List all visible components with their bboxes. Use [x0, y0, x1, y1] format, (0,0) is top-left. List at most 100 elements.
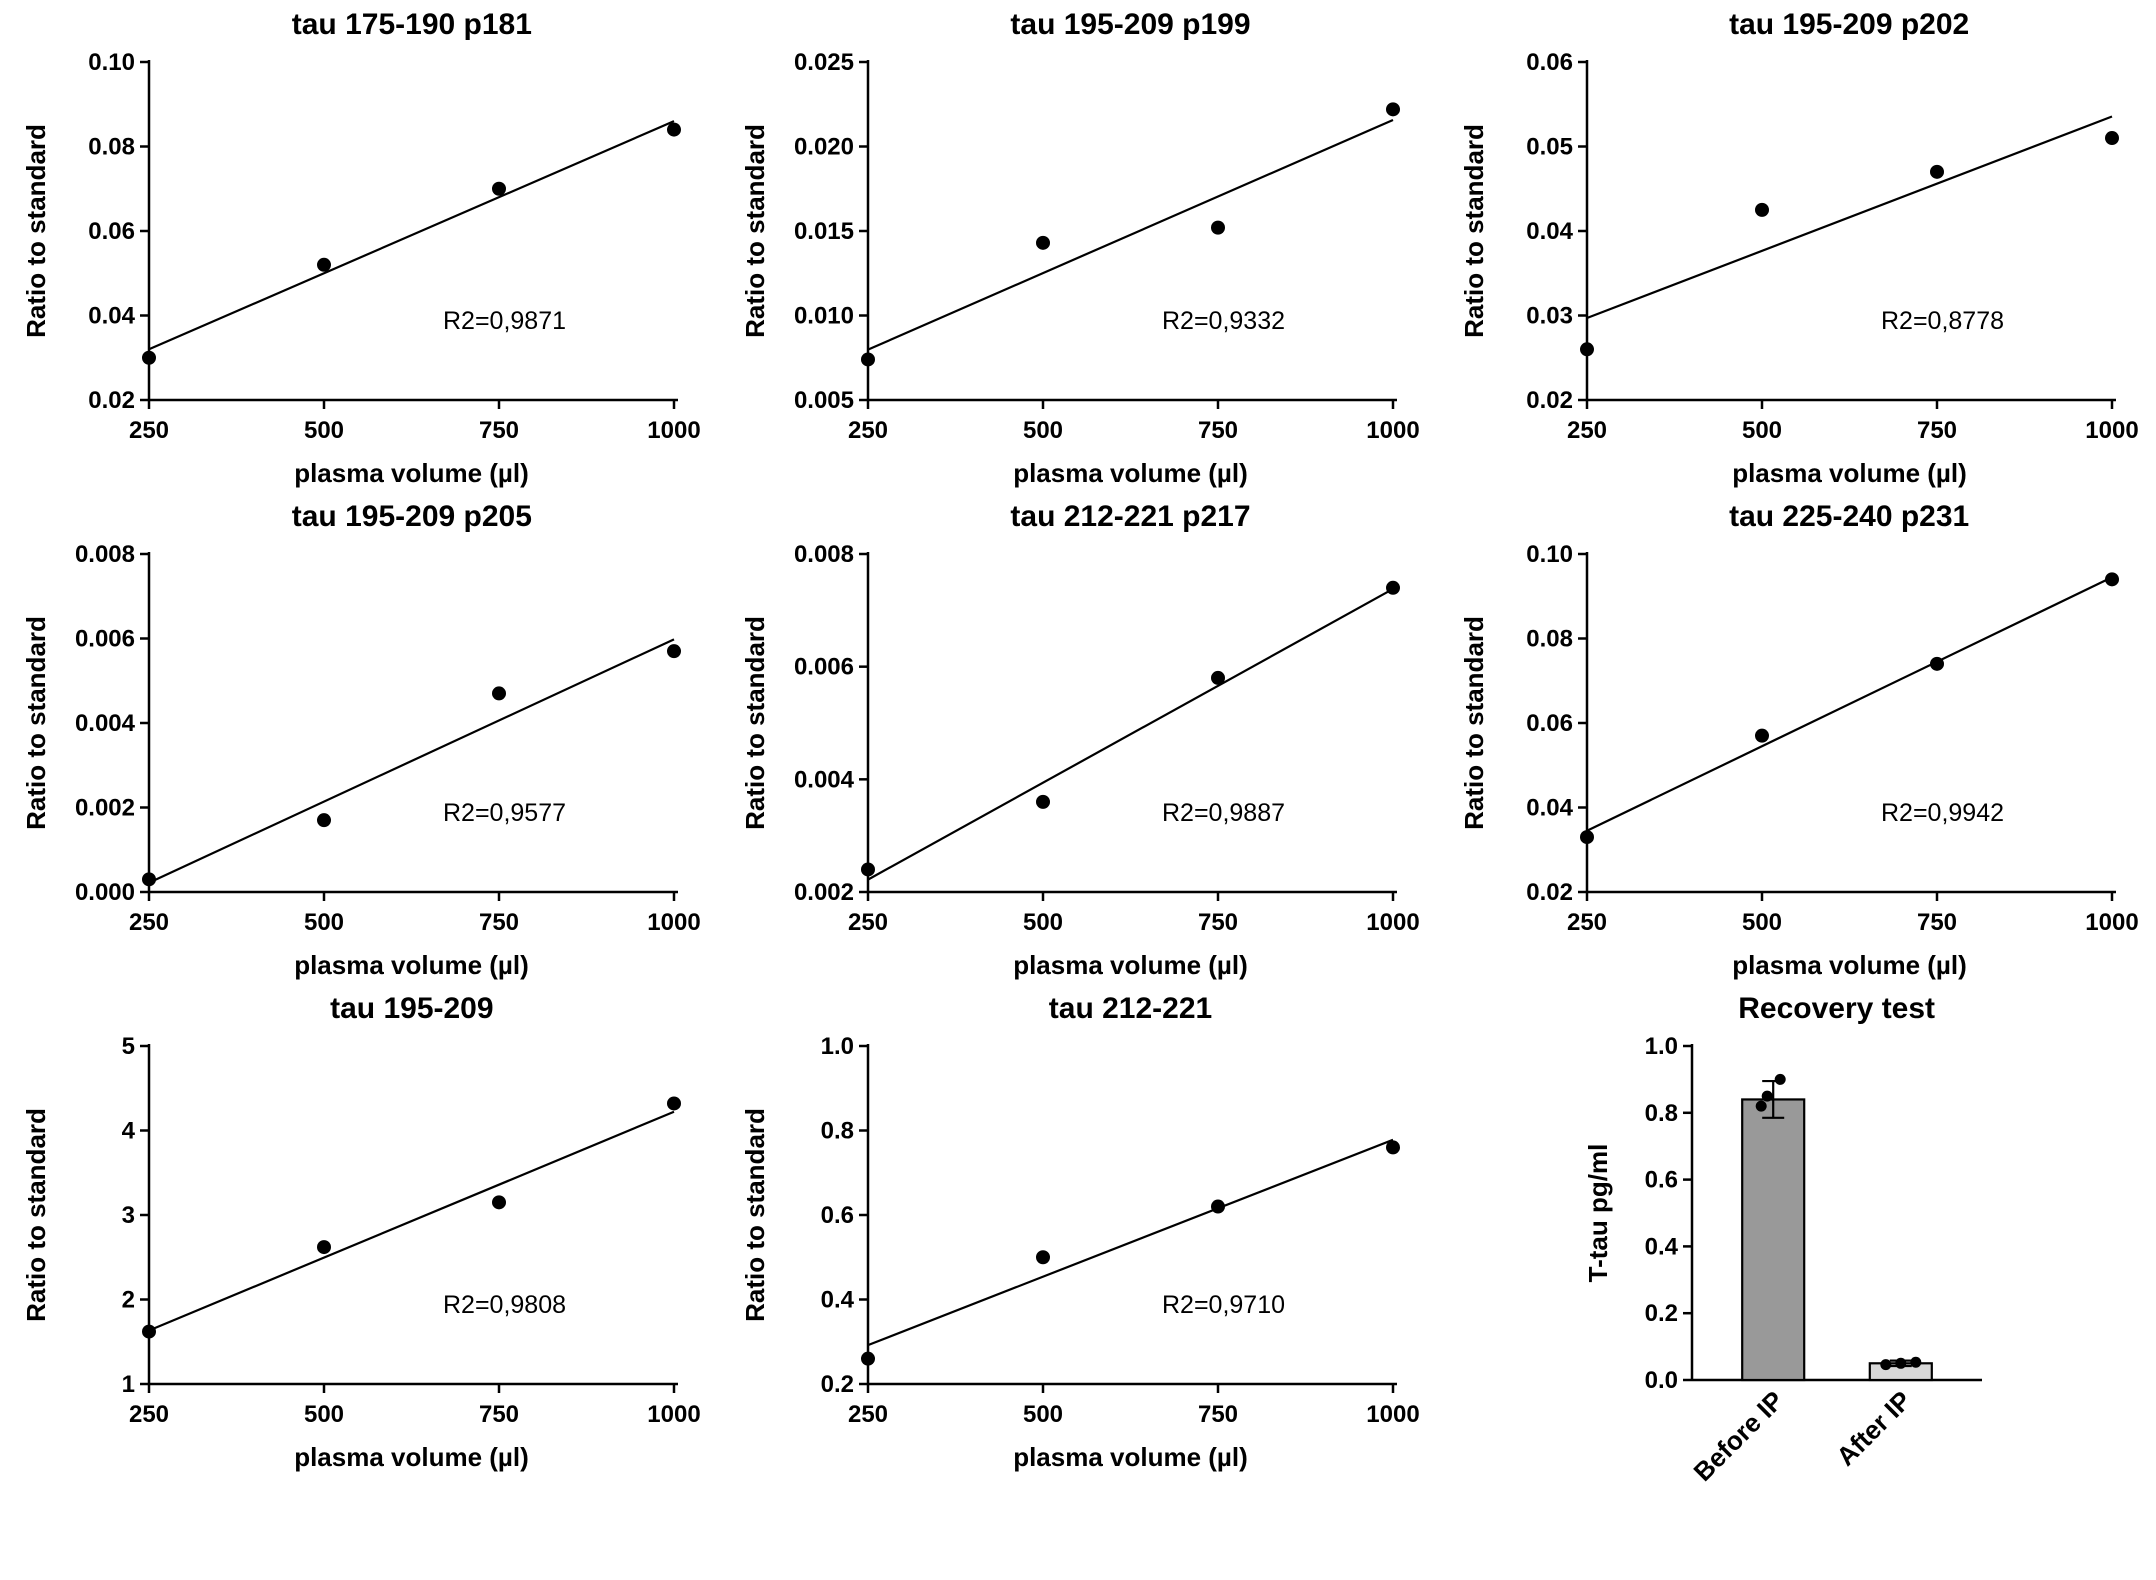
data-point — [492, 686, 507, 701]
x-tick-label: 750 — [479, 1401, 519, 1428]
x-tick-label: 750 — [1198, 909, 1238, 936]
chart-title: tau 195-209 — [330, 992, 494, 1025]
y-tick-label: 0.08 — [89, 134, 136, 161]
x-tick-label: 1000 — [2085, 909, 2138, 936]
x-axis-label: plasma volume (µl) — [1013, 950, 1248, 980]
data-point — [142, 350, 157, 365]
y-tick-label: 4 — [122, 1118, 136, 1145]
x-tick-label: 250 — [129, 1401, 169, 1428]
trend-line — [148, 638, 675, 884]
x-axis-label: plasma volume (µl) — [1732, 458, 1967, 488]
data-point — [1579, 830, 1594, 845]
chart-title: tau 195-209 p199 — [1010, 8, 1251, 41]
y-tick-label: 0.010 — [794, 303, 854, 330]
y-tick-label: 0.004 — [794, 766, 855, 793]
y-axis-label: Ratio to standard — [740, 124, 770, 338]
chart-canvas: 1 2 3 4 5 250 500 750 1000 R2=0,9808 plasma volume… — [21, 1033, 701, 1472]
y-tick-label: 0.015 — [794, 218, 854, 245]
data-point — [317, 257, 332, 272]
bar-point — [1909, 1356, 1921, 1368]
x-tick-label: 500 — [1023, 909, 1063, 936]
data-point — [2104, 131, 2119, 146]
y-axis-label: Ratio to standard — [21, 1108, 51, 1322]
y-axis-label: Ratio to standard — [21, 616, 51, 830]
y-tick-label: 0.04 — [89, 303, 136, 330]
x-tick-label: 750 — [1917, 909, 1957, 936]
data-point — [1929, 656, 1944, 671]
chart-title: Recovery test — [1738, 992, 1936, 1025]
x-tick-label: 500 — [304, 1401, 344, 1428]
chart-canvas: 0.2 0.4 0.6 0.8 1.0 250 500 750 1000 R2=0,9710 pla… — [740, 1033, 1420, 1472]
bar-point — [1894, 1357, 1906, 1369]
chart-tau-175-190-p181: tau 175-190 p181 0.02 0.04 0.06 0.08 0.10 250… — [0, 4, 719, 496]
x-tick-label: 1000 — [648, 909, 701, 936]
y-tick-label: 3 — [122, 1202, 135, 1229]
x-tick-label: 500 — [304, 909, 344, 936]
data-point — [667, 644, 682, 659]
x-tick-label: 500 — [1742, 417, 1782, 444]
chart-canvas: 0.000 0.002 0.004 0.006 0.008 250 500 750 1000 R2… — [21, 541, 701, 980]
chart-title: tau 195-209 p202 — [1729, 8, 1970, 41]
x-tick-label: 500 — [1023, 417, 1063, 444]
y-tick-label: 0.0 — [1644, 1367, 1677, 1394]
y-tick-label: 0.6 — [1644, 1167, 1677, 1194]
y-tick-label: 2 — [122, 1287, 135, 1314]
chart-title: tau 175-190 p181 — [291, 8, 532, 41]
y-tick-label: 1.0 — [821, 1033, 854, 1060]
y-tick-label: 0.000 — [75, 879, 135, 906]
x-axis-label: plasma volume (µl) — [1732, 950, 1967, 980]
chart-title: tau 212-221 p217 — [1010, 500, 1251, 533]
r2-annotation: R2=0,9710 — [1162, 1291, 1285, 1319]
trend-line — [867, 1138, 1394, 1347]
x-tick-label: 750 — [1198, 417, 1238, 444]
y-axis-label: Ratio to standard — [1459, 616, 1489, 830]
data-point — [142, 872, 157, 887]
data-point — [1929, 164, 1944, 179]
y-tick-label: 5 — [122, 1033, 135, 1060]
data-point — [2104, 572, 2119, 587]
x-axis-label: plasma volume (µl) — [1013, 458, 1248, 488]
data-point — [1385, 1140, 1400, 1155]
bar-point — [1755, 1100, 1767, 1112]
chart-canvas: 0.002 0.004 0.006 0.008 250 500 750 1000 R2=0,98… — [740, 541, 1420, 980]
y-tick-label: 0.02 — [89, 387, 136, 414]
y-tick-label: 0.04 — [1526, 218, 1573, 245]
y-tick-label: 0.8 — [821, 1118, 854, 1145]
data-point — [317, 813, 332, 828]
y-tick-label: 0.4 — [821, 1287, 855, 1314]
data-point — [1754, 202, 1769, 217]
trend-line — [1586, 115, 2113, 320]
chart-canvas: 0.02 0.04 0.06 0.08 0.10 250 500 750 1000 R2=0,99… — [1459, 541, 2139, 980]
bar-point — [1774, 1073, 1786, 1085]
y-tick-label: 1.0 — [1644, 1033, 1677, 1060]
x-tick-label: 500 — [304, 417, 344, 444]
chart-tau-195-209-p205: tau 195-209 p205 0.000 0.002 0.004 0.006 0.0… — [0, 496, 719, 988]
x-axis-label: plasma volume (µl) — [295, 458, 530, 488]
y-tick-label: 0.04 — [1526, 795, 1573, 822]
data-point — [142, 1324, 157, 1339]
x-tick-label: 250 — [1567, 909, 1607, 936]
r2-annotation: R2=0,8778 — [1881, 307, 2004, 335]
chart-canvas: 0.005 0.010 0.015 0.020 0.025 250 500 750 1000 R2… — [740, 49, 1420, 488]
y-tick-label: 0.05 — [1526, 134, 1573, 161]
x-tick-label: 1000 — [1366, 1401, 1419, 1428]
category-label: After IP — [1830, 1385, 1917, 1472]
data-point — [667, 1096, 682, 1111]
x-tick-label: 750 — [479, 417, 519, 444]
chart-title: tau 225-240 p231 — [1729, 500, 1970, 533]
r2-annotation: R2=0,9887 — [1162, 799, 1285, 827]
y-tick-label: 0.008 — [75, 541, 135, 568]
x-tick-label: 500 — [1023, 1401, 1063, 1428]
x-tick-label: 500 — [1742, 909, 1782, 936]
x-tick-label: 250 — [848, 1401, 888, 1428]
data-point — [492, 1195, 507, 1210]
y-tick-label: 0.005 — [794, 387, 854, 414]
x-tick-label: 250 — [848, 909, 888, 936]
y-tick-label: 0.06 — [1526, 710, 1573, 737]
trend-line — [148, 120, 675, 351]
trend-line — [148, 1110, 675, 1332]
y-tick-label: 0.2 — [1644, 1300, 1677, 1327]
y-axis-label: Ratio to standard — [740, 616, 770, 830]
chart-canvas: 0.02 0.04 0.06 0.08 0.10 250 500 750 1000 R2=0,98… — [21, 49, 701, 488]
